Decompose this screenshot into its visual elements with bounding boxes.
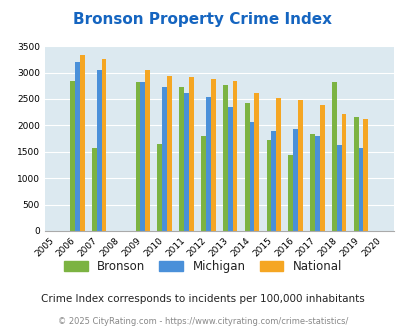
Bar [222, 85, 227, 231]
Text: Crime Index corresponds to incidents per 100,000 inhabitants: Crime Index corresponds to incidents per… [41, 294, 364, 304]
Text: © 2025 CityRating.com - https://www.cityrating.com/crime-statistics/: © 2025 CityRating.com - https://www.city… [58, 317, 347, 326]
Bar [232, 81, 237, 231]
Bar [200, 136, 205, 231]
Bar [92, 148, 96, 231]
Bar [101, 59, 106, 231]
Bar [336, 145, 341, 231]
Bar [205, 97, 210, 231]
Bar [188, 77, 193, 231]
Bar [70, 81, 75, 231]
Bar [145, 71, 150, 231]
Bar [167, 76, 171, 231]
Bar [80, 55, 84, 231]
Bar [314, 137, 319, 231]
Bar [162, 87, 167, 231]
Bar [96, 70, 101, 231]
Bar [254, 93, 258, 231]
Bar [179, 87, 183, 231]
Bar [266, 140, 271, 231]
Bar [331, 82, 336, 231]
Bar [183, 93, 188, 231]
Bar [358, 148, 362, 231]
Bar [362, 119, 367, 231]
Bar [140, 82, 145, 231]
Bar [271, 131, 275, 231]
Bar [249, 122, 254, 231]
Text: Bronson Property Crime Index: Bronson Property Crime Index [73, 12, 332, 26]
Bar [210, 80, 215, 231]
Bar [319, 105, 324, 231]
Bar [309, 134, 314, 231]
Bar [75, 62, 80, 231]
Bar [297, 100, 302, 231]
Legend: Bronson, Michigan, National: Bronson, Michigan, National [60, 257, 345, 277]
Bar [135, 82, 140, 231]
Bar [288, 155, 292, 231]
Bar [244, 103, 249, 231]
Bar [353, 117, 358, 231]
Bar [341, 114, 345, 231]
Bar [275, 98, 280, 231]
Bar [292, 129, 297, 231]
Bar [157, 144, 162, 231]
Bar [227, 108, 232, 231]
